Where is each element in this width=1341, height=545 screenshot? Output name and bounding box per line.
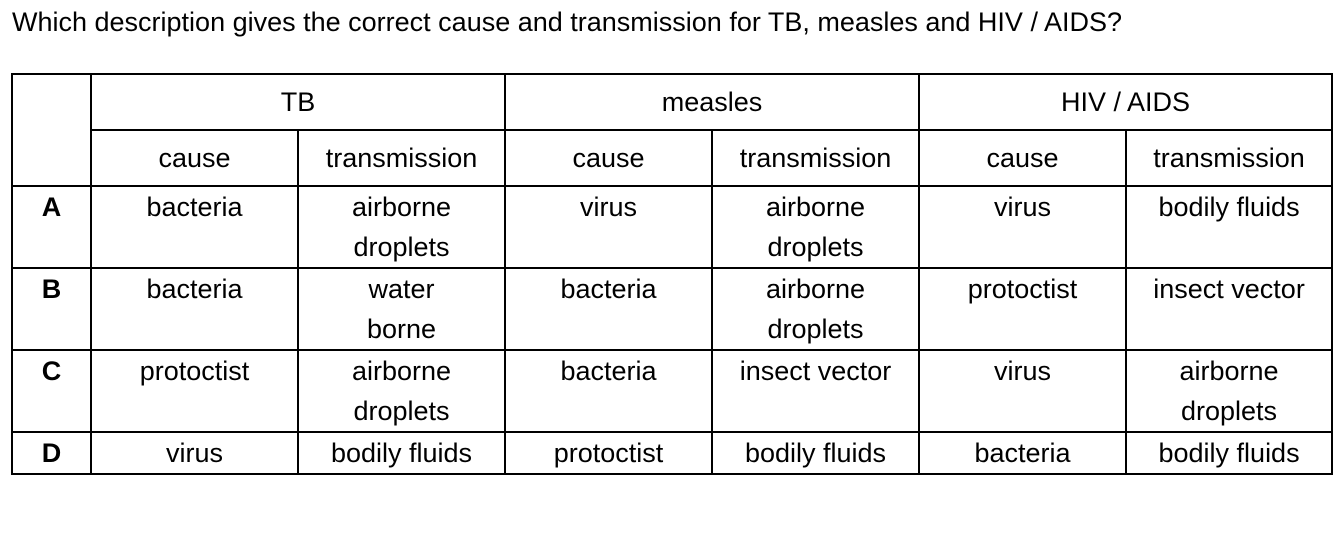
measles-cause-cell: bacteria [504, 349, 714, 433]
hiv-transmission-cell: airborne droplets [1125, 349, 1334, 433]
hiv-transmission-cell: insect vector [1125, 267, 1334, 351]
tb-transmission-cell: bodily fluids [296, 431, 507, 475]
corner-cell [11, 73, 92, 187]
hiv-transmission-cell: bodily fluids [1125, 185, 1334, 269]
option-row-b[interactable]: B bacteria water borne bacteria airborne… [11, 267, 1334, 351]
measles-cause-cell: protoctist [504, 431, 714, 475]
measles-cause-cell: virus [504, 185, 714, 269]
disease-header-tb: TB [89, 73, 507, 131]
option-row-d[interactable]: D virus bodily fluids protoctist bodily … [11, 431, 1334, 475]
tb-cause-cell: bacteria [90, 185, 299, 269]
option-letter[interactable]: B [11, 267, 92, 351]
answer-options-table: TB measles HIV / AIDS cause transmission… [11, 73, 1334, 475]
hiv-cause-cell: virus [918, 185, 1128, 269]
hiv-cause-cell: virus [918, 349, 1128, 433]
subheader-measles-transmission: transmission [711, 129, 921, 187]
tb-cause-cell: protoctist [90, 349, 299, 433]
hiv-transmission-cell: bodily fluids [1125, 431, 1334, 475]
disease-header-hiv-aids: HIV / AIDS [918, 73, 1334, 131]
tb-transmission-cell: airborne droplets [296, 349, 507, 433]
tb-transmission-cell: water borne [296, 267, 507, 351]
option-letter[interactable]: D [11, 431, 92, 475]
question-text: Which description gives the correct caus… [12, 7, 1122, 37]
hiv-cause-cell: bacteria [918, 431, 1128, 475]
measles-cause-cell: bacteria [504, 267, 714, 351]
option-letter[interactable]: A [11, 185, 92, 269]
subheader-hiv-transmission: transmission [1125, 129, 1334, 187]
subheader-measles-cause: cause [504, 129, 714, 187]
measles-transmission-cell: airborne droplets [711, 267, 921, 351]
tb-cause-cell: virus [90, 431, 299, 475]
measles-transmission-cell: insect vector [711, 349, 921, 433]
disease-header-measles: measles [504, 73, 921, 131]
hiv-cause-cell: protoctist [918, 267, 1128, 351]
measles-transmission-cell: airborne droplets [711, 185, 921, 269]
subheader-tb-cause: cause [90, 129, 299, 187]
tb-cause-cell: bacteria [90, 267, 299, 351]
measles-transmission-cell: bodily fluids [711, 431, 921, 475]
option-row-a[interactable]: A bacteria airborne droplets virus airbo… [11, 185, 1334, 269]
subheader-tb-transmission: transmission [296, 129, 507, 187]
subheader-hiv-cause: cause [918, 129, 1128, 187]
option-letter[interactable]: C [11, 349, 92, 433]
tb-transmission-cell: airborne droplets [296, 185, 507, 269]
option-row-c[interactable]: C protoctist airborne droplets bacteria … [11, 349, 1334, 433]
